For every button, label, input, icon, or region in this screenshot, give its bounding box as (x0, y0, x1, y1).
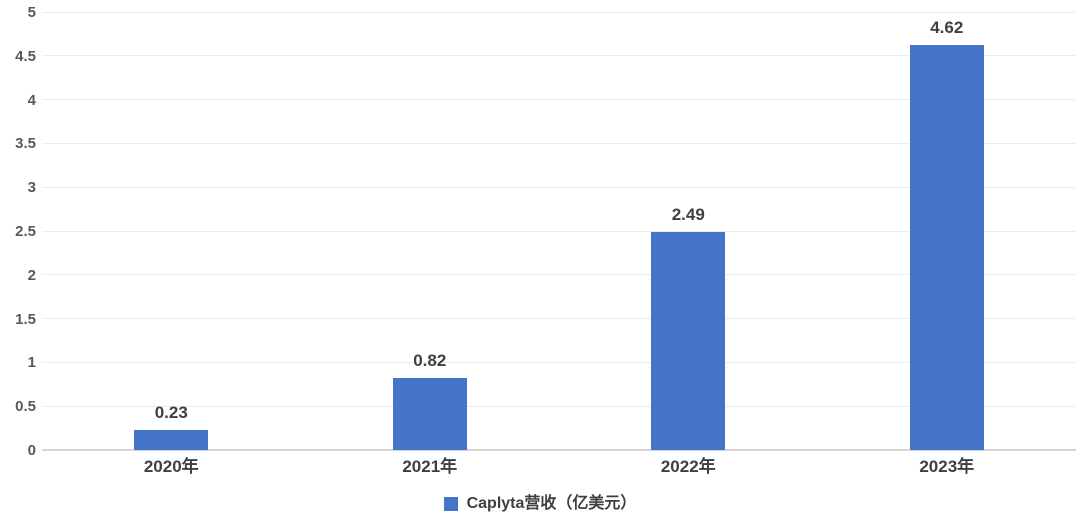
gridline (42, 405, 1076, 407)
x-tick-label: 2020年 (143, 457, 199, 476)
bar-value-label: 2.49 (671, 204, 705, 224)
gridline (42, 186, 1076, 188)
bar-value-label: 4.62 (930, 18, 964, 38)
bar-value-label: 0.82 (413, 351, 447, 371)
y-tick-label: 4.5 (15, 47, 36, 65)
x-tick-label: 2023年 (919, 457, 975, 476)
bar-2020年 (134, 429, 209, 450)
y-tick-label: 0 (27, 442, 36, 459)
bar-2021年 (392, 378, 467, 450)
y-tick-label: 3.5 (15, 135, 36, 153)
bar-2023年 (909, 45, 984, 450)
plot-area: 0.23 0.82 2.49 4.62 (42, 11, 1076, 451)
gridline (42, 99, 1076, 101)
gridline (42, 318, 1076, 320)
x-axis-line (42, 449, 1076, 451)
y-tick-label: 4 (27, 91, 36, 109)
y-tick-label: 3 (27, 179, 36, 197)
legend-swatch-icon (443, 497, 458, 511)
gridline (42, 55, 1076, 57)
y-tick-label: 2 (27, 266, 36, 284)
gridline (42, 361, 1076, 363)
gridline (42, 230, 1076, 232)
y-tick-label: 0.5 (15, 398, 36, 416)
x-tick-label: 2021年 (402, 457, 458, 476)
bar-value-label: 0.23 (154, 402, 188, 422)
y-tick-label: 2.5 (15, 223, 36, 240)
gridline (42, 11, 1076, 13)
y-tick-label: 1.5 (15, 310, 36, 328)
x-tick-label: 2022年 (660, 457, 716, 476)
y-tick-label: 1 (27, 354, 36, 372)
gridline (42, 142, 1076, 144)
bar-2022年 (651, 231, 726, 450)
y-tick-label: 5 (27, 4, 36, 21)
gridline (42, 274, 1076, 276)
legend-label: Caplyta营收（亿美元） (466, 495, 637, 512)
legend: Caplyta营收（亿美元） (0, 496, 1080, 512)
